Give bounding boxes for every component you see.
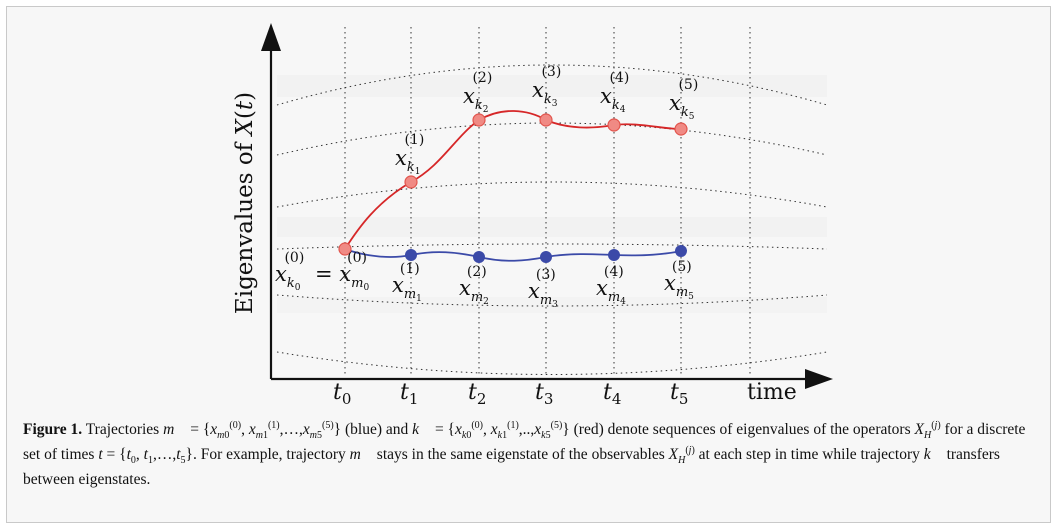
axes	[269, 43, 813, 381]
blue-point-m2	[473, 251, 485, 263]
tick-label-t1: t1	[400, 380, 418, 408]
caption-math-m: m⃗ = {xm0(0), xm1(1),…,xm5(5)}	[163, 419, 342, 442]
x-axis-arrow	[805, 369, 833, 389]
blue-point-m3	[540, 251, 552, 263]
tick-label-t0: t0	[333, 380, 351, 408]
tick-label-t5: t5	[670, 380, 688, 408]
caption-part2: (blue) and	[344, 421, 409, 438]
caption-part1: Trajectories	[85, 421, 160, 438]
tick-label-t2: t2	[468, 380, 486, 408]
y-axis-arrow	[261, 23, 281, 51]
red-point-labels: xk1(1) xk2(2) xk3(3) xk4(4) xk5(5)	[395, 64, 698, 177]
blue-point-labels: xk0(0) = xm0(0) xm1(1) xm2(2) xm3(3) xm4…	[275, 250, 694, 310]
red-point-k5	[674, 122, 688, 136]
red-points	[338, 113, 688, 256]
caption-math-k2: k⃗	[923, 446, 943, 463]
caption-part5: . For example, trajectory	[192, 446, 346, 463]
x-axis-label: time	[747, 380, 797, 405]
label-x-k1-1: xk1(1)	[395, 132, 424, 177]
blue-point-m1	[405, 249, 417, 261]
eigenvalue-level-curves	[276, 64, 828, 375]
caption-math-operator: XH(j)	[914, 419, 941, 442]
label-x-m5-5: xm5(5)	[664, 259, 694, 302]
caption-math-m2: m⃗	[349, 446, 373, 463]
red-point-k2	[472, 113, 486, 127]
caption-part8: transfers between eigenstates.	[23, 446, 1000, 488]
red-point-k3	[539, 113, 553, 127]
caption-part4: for a discrete set of times	[23, 421, 1026, 463]
label-x-k5-5: xk5(5)	[669, 77, 698, 122]
time-tick-labels: t0 t1 t2 t3 t4 t5	[333, 380, 688, 408]
caption-math-times: t = {t0, t1,…,t5}	[98, 446, 193, 467]
red-point-k4	[607, 118, 621, 132]
label-x-k4-4: xk4(4)	[600, 70, 629, 115]
blue-trajectory-m	[344, 248, 682, 262]
label-x-k2-2: xk2(2)	[463, 70, 492, 115]
blue-point-m4	[608, 249, 620, 261]
y-axis-label: Eigenvalues of X(t)	[232, 92, 258, 314]
blue-points	[405, 245, 687, 263]
eigenvalue-bands	[277, 75, 827, 313]
caption-part7: at each step in time while trajectory	[698, 446, 920, 463]
trajectory-diagram: Eigenvalues of X(t) time t0 t1 t2 t3 t4 …	[232, 23, 833, 408]
time-gridlines	[344, 27, 751, 375]
blue-point-m5	[675, 245, 687, 257]
caption-math-k: k⃗ = {xk0(0), xk1(1),..,xk5(5)}	[412, 419, 570, 442]
label-x-m2-2: xm2(2)	[459, 264, 489, 307]
tick-label-t3: t3	[535, 380, 553, 408]
label-x-m3-3: xm3(3)	[528, 267, 558, 310]
label-x-k3-3: xk3(3)	[532, 64, 561, 109]
figure-frame: Eigenvalues of X(t) time t0 t1 t2 t3 t4 …	[6, 6, 1051, 523]
label-x-m4-4: xm4(4)	[596, 264, 626, 307]
caption-math-operator2: XH(j)	[668, 444, 695, 467]
caption-label: Figure 1.	[23, 421, 83, 438]
figure-caption: Figure 1. Trajectories m⃗ = {xm0(0), xm1…	[23, 417, 1035, 492]
caption-part3: (red) denote sequences of eigenvalues of…	[573, 421, 911, 438]
label-x-k0-equals-x-m0: xk0(0) = xm0(0)	[275, 250, 369, 293]
label-x-m1-1: xm1(1)	[392, 261, 422, 304]
start-point-k0-m0	[338, 242, 352, 256]
red-point-k1	[404, 175, 418, 189]
tick-label-t4: t4	[603, 380, 621, 408]
caption-part6: stays in the same eigenstate of the obse…	[376, 446, 665, 463]
